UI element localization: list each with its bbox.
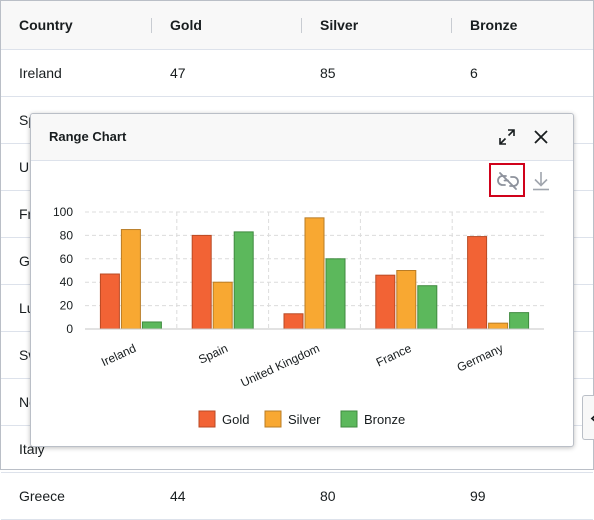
bar-gold-ireland xyxy=(99,273,120,330)
maximize-icon[interactable] xyxy=(498,128,516,146)
bar-gold-france xyxy=(375,274,396,330)
x-tick-label: Germany xyxy=(455,341,506,375)
chevron-left-icon xyxy=(590,415,594,422)
y-tick-label: 20 xyxy=(60,299,74,313)
x-tick-label: Ireland xyxy=(99,341,138,369)
bar-bronze-france xyxy=(417,285,438,330)
bar-silver-spain xyxy=(212,281,233,330)
y-tick-label: 60 xyxy=(60,252,74,266)
column-header-gold[interactable]: Gold xyxy=(170,17,202,33)
bar-bronze-united-kingdom xyxy=(325,258,346,330)
bar-bronze-ireland xyxy=(141,321,162,330)
bar-silver-united-kingdom xyxy=(304,217,325,330)
legend-label-gold: Gold xyxy=(222,412,249,427)
column-header-country[interactable]: Country xyxy=(19,17,73,33)
column-resize-handle[interactable] xyxy=(151,18,152,33)
bar-silver-germany xyxy=(488,322,509,330)
grid-header: Country Gold Silver Bronze xyxy=(1,1,593,50)
legend-label-bronze: Bronze xyxy=(364,412,405,427)
dialog-title-bar[interactable]: Range Chart xyxy=(31,114,573,161)
x-tick-label: France xyxy=(374,341,414,370)
x-tick-label: United Kingdom xyxy=(238,341,321,390)
column-header-silver[interactable]: Silver xyxy=(320,17,359,33)
dialog-title: Range Chart xyxy=(49,129,127,144)
column-resize-handle[interactable] xyxy=(451,18,452,33)
close-icon[interactable] xyxy=(533,129,549,145)
table-cell-country[interactable]: Ireland xyxy=(19,65,62,81)
table-cell-gold[interactable]: 47 xyxy=(170,65,186,81)
bar-silver-ireland xyxy=(120,229,141,330)
bar-bronze-germany xyxy=(509,312,530,330)
unlink-button[interactable] xyxy=(489,163,525,197)
legend-label-silver: Silver xyxy=(288,412,321,427)
table-cell-bronze[interactable]: 99 xyxy=(470,488,486,504)
range-chart-dialog: Range Chart 0 20 40 60 80 100 Ireland Spain Unit… xyxy=(30,113,594,447)
download-icon[interactable] xyxy=(531,170,551,192)
y-tick-label: 40 xyxy=(60,275,74,289)
y-tick-label: 80 xyxy=(60,228,74,242)
y-tick-label: 100 xyxy=(53,205,73,219)
table-row[interactable]: Greece 44 80 99 xyxy=(1,473,593,520)
bar-gold-germany xyxy=(467,236,488,330)
unlink-icon xyxy=(497,172,519,190)
table-cell-silver[interactable]: 80 xyxy=(320,488,336,504)
x-tick-label: Spain xyxy=(196,341,230,367)
table-cell-gold[interactable]: 44 xyxy=(170,488,186,504)
table-cell-country[interactable]: Greece xyxy=(19,488,65,504)
legend-swatch-silver xyxy=(264,410,282,428)
legend-swatch-bronze xyxy=(340,410,358,428)
y-tick-label: 0 xyxy=(66,322,73,336)
legend-swatch-gold xyxy=(198,410,216,428)
table-cell-bronze[interactable]: 6 xyxy=(470,65,478,81)
table-row[interactable]: Ireland 47 85 6 xyxy=(1,50,593,97)
bar-gold-spain xyxy=(191,234,212,330)
bar-silver-france xyxy=(396,270,417,330)
bar-bronze-spain xyxy=(233,231,254,330)
range-chart: 0 20 40 60 80 100 Ireland Spain United Kingdom Fr… xyxy=(53,205,544,428)
bar-gold-united-kingdom xyxy=(283,313,304,330)
table-cell-silver[interactable]: 85 xyxy=(320,65,336,81)
chart-settings-tab[interactable] xyxy=(582,395,594,440)
column-resize-handle[interactable] xyxy=(301,18,302,33)
column-header-bronze[interactable]: Bronze xyxy=(470,17,518,33)
